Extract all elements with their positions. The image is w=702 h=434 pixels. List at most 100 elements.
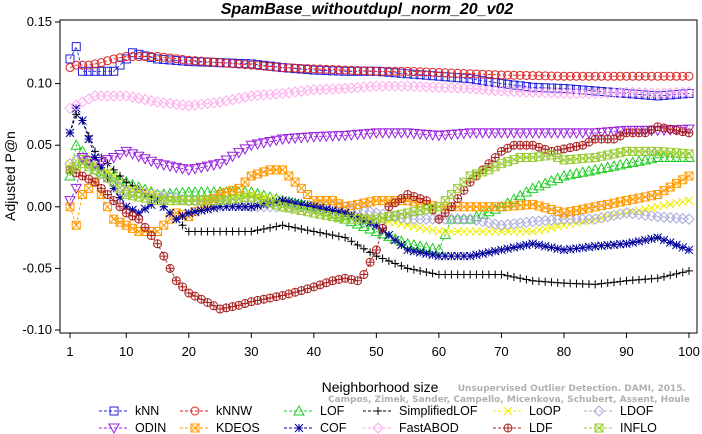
data-point [426,130,439,141]
watermark-line-1: Unsupervised Outlier Detection. DAMI, 20… [458,384,686,394]
data-point [259,224,268,233]
data-point [445,129,458,141]
data-point [403,245,412,255]
data-point [347,237,356,246]
data-point [371,66,381,76]
data-point [684,149,694,159]
data-point [397,261,406,270]
data-point [303,64,313,74]
data-point [353,213,362,223]
data-point [545,214,558,226]
data-point [326,131,339,142]
data-point [634,71,644,81]
data-point [276,87,289,100]
data-point [678,71,688,81]
data-point [365,257,375,267]
data-point [409,246,419,256]
data-point [546,205,556,215]
data-point [264,88,276,101]
data-point [553,153,563,163]
data-point [553,244,563,254]
data-point [171,276,181,286]
data-point [165,208,175,218]
data-point [321,278,331,288]
data-point [201,161,214,173]
data-point [359,66,369,76]
data-point [522,240,531,250]
series-INFLO [65,146,694,224]
data-point [609,240,619,250]
data-point [520,128,533,139]
data-point [378,254,387,263]
data-point [539,214,551,227]
data-point [478,227,488,236]
data-point [503,70,513,80]
data-point [558,128,570,139]
legend-marker [372,422,384,434]
data-point [634,236,644,246]
y-tick-label: -0.10 [22,322,52,337]
data-point [84,66,94,76]
data-point [291,223,300,232]
data-point [495,128,508,139]
data-point [345,130,358,141]
data-point [533,215,545,227]
data-point [484,248,494,257]
data-point [616,277,625,286]
data-point [415,194,425,204]
data-point [165,53,175,63]
data-point [107,153,120,164]
data-point [109,54,119,64]
data-point [421,67,431,77]
data-point [665,124,675,134]
data-point [246,202,256,212]
data-point [478,69,488,79]
data-point [570,128,583,139]
data-point [159,252,168,261]
data-point [414,129,426,140]
data-point [353,276,363,286]
data-point [278,221,287,230]
data-point [358,81,370,93]
data-point [684,196,694,205]
data-point [240,60,250,70]
data-point [653,71,663,81]
data-point [115,53,125,63]
data-point [364,206,376,218]
data-point [522,275,531,284]
data-point [490,227,500,236]
data-point [121,54,131,64]
data-point [297,224,306,233]
data-point [478,249,488,258]
data-point [503,79,513,89]
data-point [653,233,663,242]
data-point [453,73,463,83]
data-point [95,157,108,168]
data-point [559,144,569,154]
data-point [359,270,369,280]
data-point [333,131,345,142]
x-tick-label: 100 [678,344,700,359]
legend-label: LDF [529,421,553,434]
data-point [589,128,602,139]
data-point [295,85,308,97]
data-point [234,300,244,310]
data-point [120,90,132,102]
data-point [428,250,437,260]
data-point [684,71,694,81]
data-point [601,127,614,138]
legend-label: LOF [320,404,345,418]
y-tick-label: 0.00 [27,199,52,214]
data-point [184,55,194,65]
data-point [228,59,238,69]
data-point [65,202,75,212]
data-point [240,202,250,212]
data-point [334,232,343,241]
data-point [578,141,587,150]
data-point [96,183,106,193]
data-point [290,198,300,208]
series-line [69,56,689,77]
data-point [416,266,425,275]
data-point [534,142,544,152]
data-point [301,132,314,144]
